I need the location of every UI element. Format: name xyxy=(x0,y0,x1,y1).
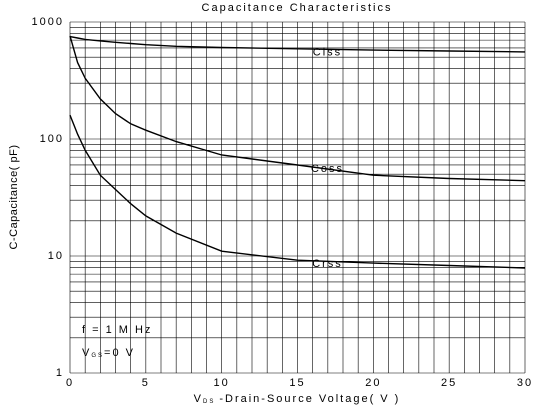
y-tick-label: 10 xyxy=(48,250,64,262)
y-tick-label: 100 xyxy=(40,133,64,145)
x-tick-label: 20 xyxy=(365,377,381,389)
x-tick-label: 15 xyxy=(289,377,305,389)
x-label-rest: -Drain-Source Voltage( V ) xyxy=(219,393,400,405)
annotation-sub: GS xyxy=(91,353,104,359)
series-label: Coss xyxy=(311,163,344,175)
y-tick-label: 1 xyxy=(56,367,64,379)
x-tick-label: 10 xyxy=(214,377,230,389)
series-label: Crss xyxy=(312,258,343,270)
y-tick-label: 1000 xyxy=(32,16,64,28)
x-tick-label: 30 xyxy=(517,377,533,389)
x-tick-label: 0 xyxy=(66,377,74,389)
x-axis-label: VDS -Drain-Source Voltage( V ) xyxy=(194,393,401,405)
series-label: Ciss xyxy=(313,47,342,59)
annotation: f = 1 M Hz xyxy=(82,324,152,336)
x-label-sub: DS xyxy=(203,399,215,405)
curve xyxy=(69,35,526,182)
curve xyxy=(69,35,526,53)
curve xyxy=(69,114,526,269)
chart-title: Capacitance Characteristics xyxy=(202,2,393,14)
x-tick-label: 5 xyxy=(142,377,150,389)
x-tick-label: 25 xyxy=(441,377,457,389)
annotation: VGS=0 V xyxy=(82,347,135,359)
y-axis-label: C-Capacitance( pF) xyxy=(8,145,20,250)
annotation-rest: =0 V xyxy=(104,347,135,359)
annotation-main: V xyxy=(82,347,91,359)
x-label-main: V xyxy=(194,393,203,405)
